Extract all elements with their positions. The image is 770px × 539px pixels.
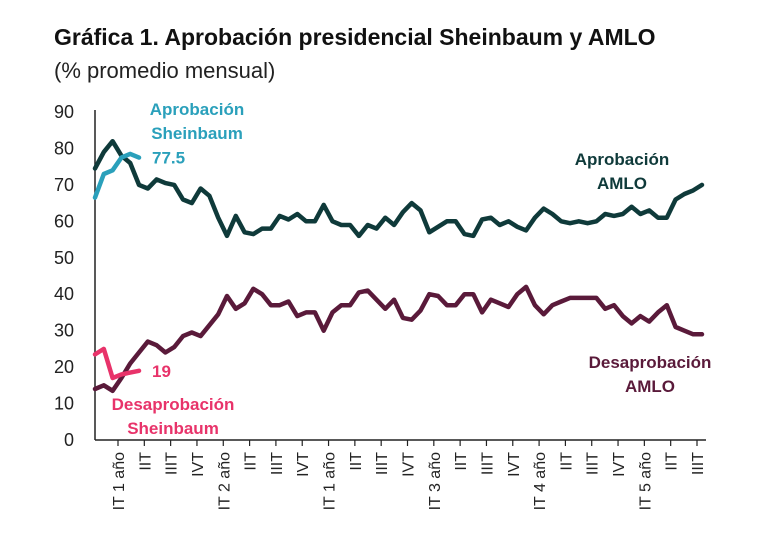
x-tick-label: IT 5 año [637,452,654,511]
series-label-desaprobacion-amlo: Desaprobación [589,353,712,372]
x-tick-label: IVT [295,452,312,477]
series-label-desaprobacion-sheinbaum: Desaprobación [112,395,235,414]
y-tick-label: 60 [54,211,74,231]
chart-subtitle: (% promedio mensual) [54,58,276,83]
series-line-0 [92,138,705,239]
x-tick-label: IT 3 año [427,452,444,511]
series-line-2 [92,151,142,200]
series-label-desaprobacion-sheinbaum: Sheinbaum [127,419,219,438]
x-tick-label: IIIT [164,452,181,475]
x-tick-label: IVT [611,452,628,477]
x-tick-label: IVT [190,452,207,477]
x-tick-label: IT 1 año [111,452,128,511]
y-tick-label: 80 [54,138,74,158]
data-label: 77.5 [152,149,185,168]
series-label-aprobacion-sheinbaum: Aprobación [150,100,244,119]
y-tick-label: 90 [54,102,74,122]
x-tick-label: IIT [558,452,575,471]
series-label-aprobacion-amlo: AMLO [597,174,647,193]
series-line-3 [92,346,142,381]
x-tick-label: IIT [664,452,681,471]
series-label-aprobacion-sheinbaum: Sheinbaum [151,124,243,143]
x-tick-label: IIIT [479,452,496,475]
y-tick-label: 20 [54,357,74,377]
x-tick-label: IVT [506,452,523,477]
x-tick-label: IT 1 año [322,452,339,511]
y-tick-label: 70 [54,175,74,195]
series-label-desaprobacion-amlo: AMLO [625,377,675,396]
x-tick-label: IIIT [690,452,707,475]
x-tick-label: IIT [453,452,470,471]
x-tick-label: IIIT [585,452,602,475]
x-tick-label: IIIT [269,452,286,475]
x-tick-label: IIT [348,452,365,471]
chart-title: Gráfica 1. Aprobación presidencial Shein… [54,24,656,50]
series-line-1 [92,284,705,394]
x-tick-label: IVT [401,452,418,477]
x-tick-label: IT 4 año [532,452,549,511]
x-tick-label: IIT [137,452,154,471]
y-tick-label: 50 [54,248,74,268]
data-label: 19 [152,362,171,381]
x-tick-label: IIIT [374,452,391,475]
x-tick-label: IIT [243,452,260,471]
y-tick-label: 40 [54,284,74,304]
y-tick-label: 10 [54,394,74,414]
x-tick-label: IT 2 año [216,452,233,511]
y-tick-label: 30 [54,321,74,341]
y-tick-label: 0 [64,430,74,450]
series-label-aprobacion-amlo: Aprobación [575,150,669,169]
